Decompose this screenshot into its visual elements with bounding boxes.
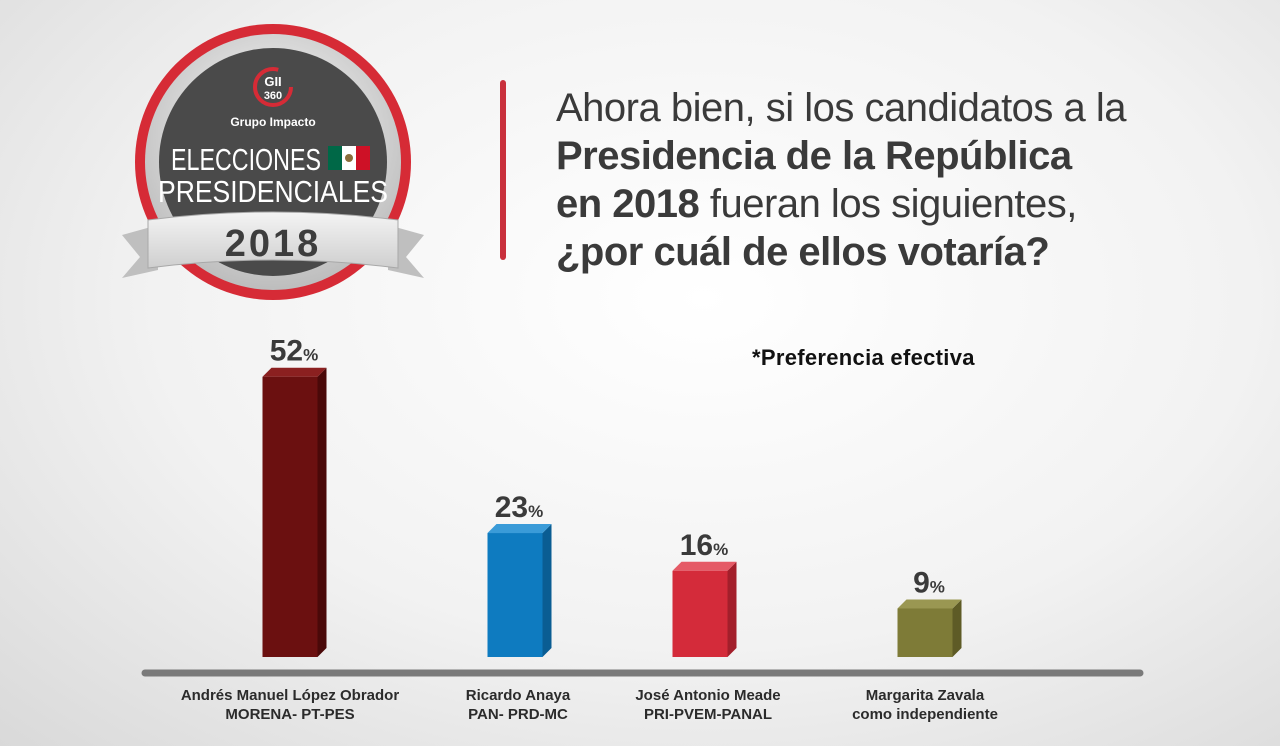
category-label-line: como independiente — [852, 706, 998, 723]
ribbon — [147, 211, 399, 269]
bar-value-label-1: 52% — [270, 335, 319, 368]
category-label-line: Andrés Manuel López Obrador — [180, 687, 400, 704]
bar-side — [542, 524, 552, 657]
category-label-line: Ricardo Anaya — [465, 687, 571, 704]
category-label-line: Margarita Zavala — [865, 687, 985, 704]
bar-4 — [897, 599, 962, 657]
bars-group: 52% 23% 16% 9% — [262, 335, 962, 657]
category-label-4: Margarita Zavala como independiente — [795, 686, 1055, 724]
mexico-flag-icon — [328, 146, 370, 170]
question-text: Ahora bien, si los candidatos a la Presi… — [556, 84, 1156, 276]
question-line1: Ahora bien, si los candidatos a la — [556, 86, 1127, 130]
bar-3 — [672, 561, 737, 657]
bar-top — [262, 367, 327, 377]
bar-front — [672, 570, 728, 657]
bar-1 — [262, 367, 327, 657]
bar-2 — [487, 524, 552, 657]
bar-front — [897, 608, 953, 657]
bar-front — [262, 376, 318, 657]
bar-top — [672, 561, 737, 571]
badge-org: Grupo Impacto — [230, 115, 315, 129]
bar-value-label-2: 23% — [495, 491, 544, 524]
badge-line1: ELECCIONES — [171, 142, 321, 177]
category-label-line: MORENA- PT-PES — [225, 706, 355, 723]
bar-front — [487, 533, 543, 657]
category-label-line: PRI-PVEM-PANAL — [643, 706, 773, 723]
bar-value-label-3: 16% — [680, 529, 729, 562]
bar-top — [487, 524, 552, 534]
logo-arrow-icon — [253, 67, 293, 107]
bar-side — [317, 367, 327, 657]
question-line3-bold: en 2018 — [556, 182, 700, 226]
category-label-2: Ricardo Anaya PAN- PRD-MC — [388, 686, 648, 724]
title-divider — [500, 80, 506, 260]
badge-year: 2018 — [225, 223, 322, 265]
question-line3: en 2018 fueran los siguientes, — [556, 180, 1156, 228]
question-line4: ¿por cuál de ellos votaría? — [556, 230, 1050, 274]
logo-text: GII — [264, 74, 281, 89]
elections-badge: GII 360 Grupo Impacto ELECCIONES PRESIDE… — [118, 20, 428, 320]
bar-side — [952, 599, 962, 657]
note-text: *Preferencia efectiva — [752, 345, 975, 370]
category-label-line: PAN- PRD-MC — [468, 706, 568, 723]
question-line2: Presidencia de la República — [556, 134, 1072, 178]
bar-value-label-4: 9% — [913, 566, 945, 599]
badge-graphic: GII 360 Grupo Impacto ELECCIONES PRESIDE… — [122, 24, 424, 300]
svg-text:360: 360 — [264, 90, 282, 102]
category-label-3: José Antonio Meade PRI-PVEM-PANAL — [578, 686, 838, 724]
category-label-1: Andrés Manuel López Obrador MORENA- PT-PE… — [160, 686, 420, 724]
category-label-line: José Antonio Meade — [635, 687, 781, 704]
question-line3-rest: fueran los siguientes, — [699, 182, 1078, 226]
bar-top — [897, 599, 962, 609]
badge-line2: PRESIDENCIALES — [158, 174, 388, 209]
bar-side — [727, 561, 737, 657]
